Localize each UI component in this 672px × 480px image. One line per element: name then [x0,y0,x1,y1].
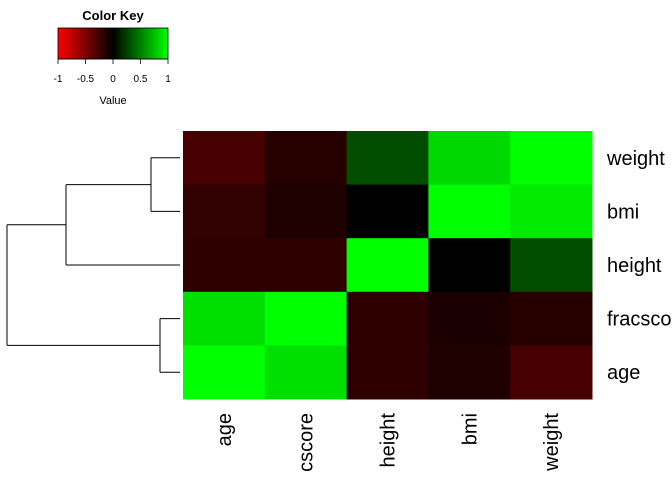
heatmap-cell [428,345,511,400]
heatmap-cell [183,184,266,239]
heatmap-cell [264,184,348,239]
heatmap-cells [183,131,593,400]
heatmap-cell [510,291,593,346]
heatmap-cell [264,131,348,186]
column-label: weight [541,413,563,472]
color-key-gradient [57,27,169,60]
row-label: bmi [607,201,639,223]
heatmap-cell [264,345,348,400]
color-key-tick-label: -0.5 [77,74,95,85]
color-key-tick-label: 0 [110,74,116,85]
heatmap-cell [428,291,511,346]
color-key-title: Color Key [82,8,144,23]
heatmap-cell [510,345,593,400]
row-label: height [607,255,662,277]
heatmap-cell [428,238,511,293]
heatmap-cell [183,131,266,186]
heatmap-cell [346,184,429,239]
heatmap-cell [428,131,511,186]
color-key-tick-label: 1 [165,74,171,85]
heatmap-cell [510,184,593,239]
heatmap-cell [264,291,348,346]
color-key-axis-label: Value [99,95,126,107]
row-dendrogram [6,157,180,373]
color-key: Color Key -1 -0.5 0 0.5 1 Value [54,8,172,107]
heatmap-cell [346,131,429,186]
column-label: height [378,413,400,468]
row-label: age [607,362,640,384]
row-labels: weight bmi height fracscore age [606,148,672,384]
heatmap-cell [183,345,266,400]
heatmap-cell [346,345,429,400]
heatmap-cell [346,238,429,293]
heatmap-cell [510,238,593,293]
color-key-tick-label: -1 [54,74,63,85]
heatmap-cell [428,184,511,239]
heatmap-cell [183,238,266,293]
heatmap-cell [346,291,429,346]
column-label: cscore [296,413,318,472]
color-key-tick-label: 0.5 [134,74,148,85]
heatmap-cell [264,238,348,293]
row-label: fracscore [607,309,672,331]
row-label: weight [606,148,665,170]
column-label: age [214,413,236,446]
column-labels: age cscore height bmi weight [214,413,563,472]
heatmap-cell [510,131,593,186]
heatmap-cell [183,291,266,346]
column-label: bmi [459,413,481,445]
